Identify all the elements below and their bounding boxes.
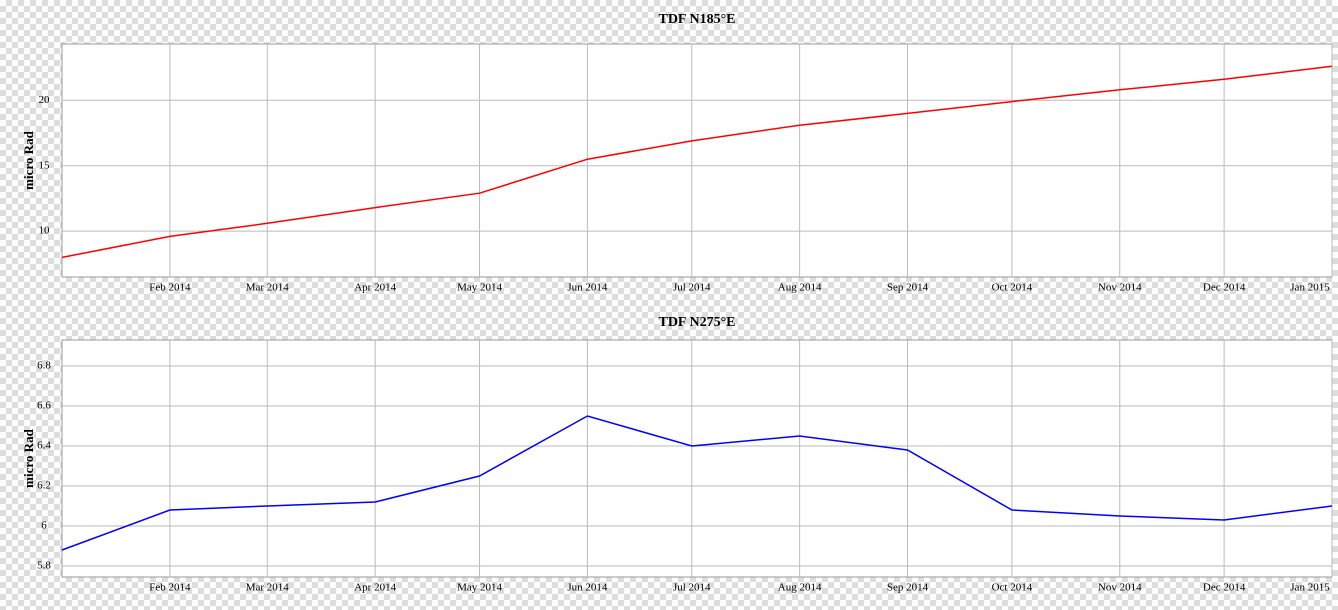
x-tick-label: Oct 2014 [992, 582, 1033, 594]
y-tick-label: 5.8 [37, 560, 51, 572]
x-tick-label: Nov 2014 [1098, 282, 1142, 294]
y-tick-label: 20 [39, 94, 51, 106]
x-tick-label: Dec 2014 [1203, 582, 1246, 594]
x-tick-label: Jan 2015 [1290, 282, 1330, 294]
y-tick-label: 15 [39, 159, 51, 171]
data-line [61, 415, 1333, 551]
x-tick-label: Aug 2014 [778, 582, 822, 594]
x-tick-label: Mar 2014 [246, 282, 290, 294]
x-tick-label: Jul 2014 [673, 582, 711, 594]
y-tick-label: 6.4 [37, 440, 51, 452]
chart-title: TDF N185°E [658, 12, 735, 27]
x-tick-label: Sep 2014 [887, 582, 929, 594]
x-tick-label: Jan 2015 [1290, 582, 1330, 594]
x-tick-label: Feb 2014 [149, 282, 191, 294]
y-tick-label: 6.2 [37, 480, 51, 492]
plot-area [61, 339, 1333, 578]
x-tick-label: Apr 2014 [354, 582, 396, 594]
x-tick-label: Oct 2014 [992, 282, 1033, 294]
y-tick-label: 10 [39, 225, 51, 237]
y-axis-label: micro Rad [21, 428, 36, 487]
x-tick-label: Feb 2014 [149, 582, 191, 594]
chart-title: TDF N275°E [658, 315, 735, 330]
x-tick-label: May 2014 [457, 582, 502, 594]
y-tick-label: 6 [41, 520, 47, 532]
x-tick-label: Aug 2014 [778, 282, 822, 294]
x-tick-label: Jul 2014 [673, 282, 711, 294]
x-tick-label: Apr 2014 [354, 282, 396, 294]
x-tick-label: Mar 2014 [246, 582, 290, 594]
x-tick-label: Nov 2014 [1098, 582, 1142, 594]
x-tick-label: Dec 2014 [1203, 282, 1246, 294]
plot-area [61, 43, 1333, 278]
x-tick-label: Sep 2014 [887, 282, 929, 294]
x-tick-label: Jun 2014 [567, 582, 608, 594]
x-tick-label: Jun 2014 [567, 282, 608, 294]
y-axis-label: micro Rad [21, 130, 36, 189]
data-line [61, 65, 1333, 259]
y-tick-label: 6.8 [37, 360, 51, 372]
y-tick-label: 6.6 [37, 400, 51, 412]
x-tick-label: May 2014 [457, 282, 502, 294]
